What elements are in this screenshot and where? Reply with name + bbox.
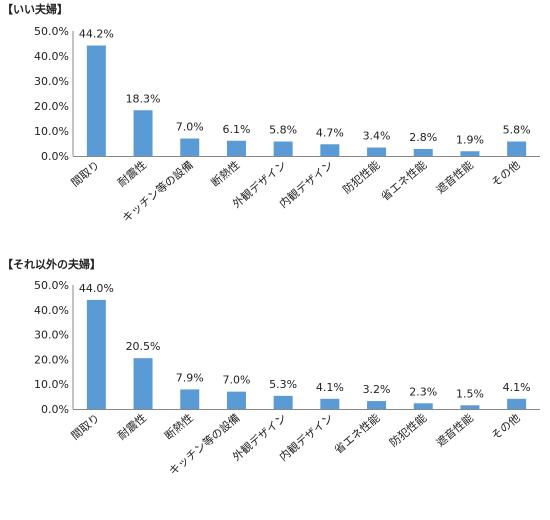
data-label: 2.3% bbox=[409, 385, 437, 398]
data-label: 3.2% bbox=[363, 383, 391, 396]
bar bbox=[320, 144, 340, 156]
bar bbox=[413, 149, 433, 156]
chart-title: 【それ以外の夫婦】 bbox=[2, 257, 101, 271]
category-label: 省エネ性能 bbox=[378, 158, 429, 204]
category-label: 遮音性能 bbox=[433, 411, 476, 450]
y-tick-label: 0.0% bbox=[41, 403, 69, 416]
category-label: 防犯性能 bbox=[340, 158, 383, 197]
bar bbox=[133, 358, 153, 409]
category-label: 間取り bbox=[69, 411, 103, 442]
y-tick-label: 30.0% bbox=[34, 75, 69, 88]
data-label: 5.3% bbox=[269, 378, 297, 391]
category-label: 省エネ性能 bbox=[331, 411, 382, 457]
bar bbox=[86, 45, 106, 156]
category-label: その他 bbox=[489, 158, 523, 189]
category-label: 遮音性能 bbox=[433, 158, 476, 197]
data-label: 4.7% bbox=[316, 126, 344, 139]
data-label: 44.2% bbox=[79, 28, 114, 41]
data-label: 5.8% bbox=[269, 124, 297, 137]
bar bbox=[460, 151, 480, 156]
y-tick-label: 10.0% bbox=[34, 378, 69, 391]
bar bbox=[86, 299, 106, 409]
category-label: 間取り bbox=[69, 158, 103, 189]
data-label: 20.5% bbox=[126, 340, 161, 353]
y-tick-label: 10.0% bbox=[34, 125, 69, 138]
y-tick-label: 20.0% bbox=[34, 353, 69, 366]
bar bbox=[460, 405, 480, 409]
data-label: 7.0% bbox=[222, 374, 250, 387]
data-label: 6.1% bbox=[222, 123, 250, 136]
bar bbox=[180, 138, 200, 156]
bar bbox=[367, 401, 387, 409]
y-tick-label: 40.0% bbox=[34, 50, 69, 63]
bar bbox=[273, 395, 293, 409]
category-label: 防犯性能 bbox=[386, 411, 429, 450]
data-label: 7.9% bbox=[176, 371, 204, 384]
category-label: 断熱性 bbox=[161, 411, 195, 443]
data-label: 3.4% bbox=[363, 130, 391, 143]
y-tick-label: 50.0% bbox=[34, 279, 69, 292]
bar bbox=[133, 110, 153, 156]
data-label: 1.9% bbox=[456, 133, 484, 146]
category-label: 耐震性 bbox=[115, 158, 149, 190]
chart-other-couples: 【それ以外の夫婦】 0.0% 10.0% 20.0% 30.0% 40.0% 50.0% 44… bbox=[2, 257, 540, 478]
bar bbox=[320, 398, 340, 409]
y-tick-label: 0.0% bbox=[41, 150, 69, 163]
bar bbox=[367, 147, 387, 156]
bar bbox=[507, 141, 527, 156]
data-label: 5.8% bbox=[503, 124, 531, 137]
y-tick-label: 50.0% bbox=[34, 25, 69, 38]
data-label: 4.1% bbox=[316, 381, 344, 394]
y-tick-label: 20.0% bbox=[34, 100, 69, 113]
bar bbox=[273, 141, 293, 156]
category-label: その他 bbox=[489, 411, 523, 442]
y-tick-label: 30.0% bbox=[34, 329, 69, 342]
chart-good-couples: 【いい夫婦】 0.0% 10.0% 20.0% 30.0% 40.0% 50.0% 44.2%… bbox=[2, 2, 540, 225]
bar bbox=[226, 391, 246, 409]
bar bbox=[226, 140, 246, 156]
data-label: 1.5% bbox=[456, 387, 484, 400]
data-label: 44.0% bbox=[79, 282, 114, 295]
bar bbox=[180, 389, 200, 409]
bar bbox=[413, 403, 433, 409]
bar bbox=[507, 398, 527, 409]
data-label: 4.1% bbox=[503, 381, 531, 394]
category-label: 耐震性 bbox=[115, 411, 149, 443]
data-label: 2.8% bbox=[409, 131, 437, 144]
category-label: 断熱性 bbox=[208, 158, 242, 190]
data-label: 7.0% bbox=[176, 121, 204, 134]
y-tick-label: 40.0% bbox=[34, 304, 69, 317]
chart-title: 【いい夫婦】 bbox=[2, 2, 68, 16]
data-label: 18.3% bbox=[126, 92, 161, 105]
